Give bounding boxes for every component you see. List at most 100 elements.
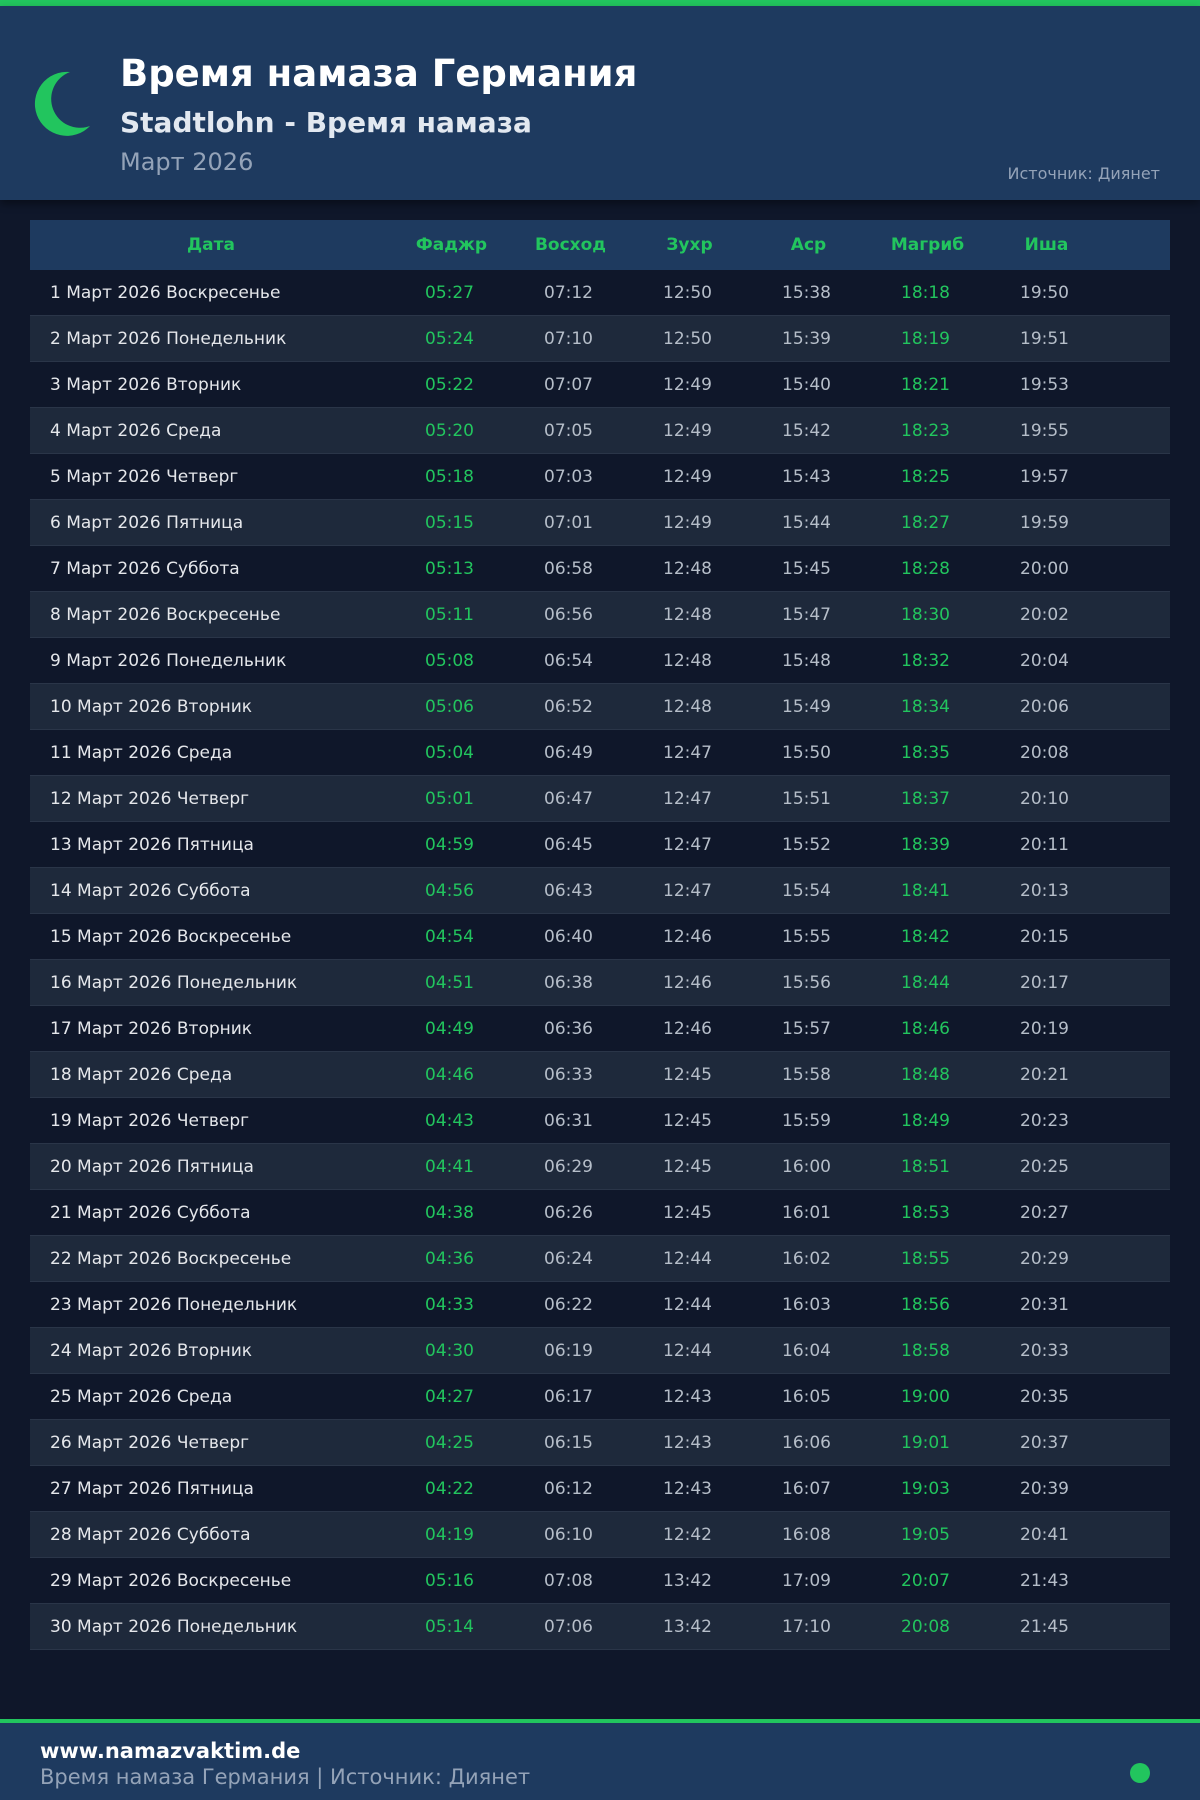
cell-asr: 15:38: [782, 282, 831, 303]
cell-date: 15 Март 2026 Воскресенье: [50, 926, 292, 947]
cell-asr: 15:55: [782, 926, 831, 947]
cell-asr: 15:48: [782, 650, 831, 671]
cell-sunrise: 07:06: [544, 1616, 593, 1637]
cell-date: 19 Март 2026 Четверг: [50, 1110, 250, 1131]
cell-sunrise: 07:01: [544, 512, 593, 533]
table-row: 3 Март 2026 Вторник 05:22 07:07 12:49 15:40 1…: [30, 362, 1170, 408]
cell-date: 20 Март 2026 Пятница: [50, 1156, 254, 1177]
cell-asr: 15:51: [782, 788, 831, 809]
cell-asr: 15:47: [782, 604, 831, 625]
cell-maghrib: 18:46: [901, 1018, 950, 1039]
cell-isha: 20:00: [1020, 558, 1069, 579]
cell-sunrise: 06:38: [544, 972, 593, 993]
crescent-moon-icon: [34, 71, 90, 136]
cell-fajr: 04:38: [425, 1202, 474, 1223]
cell-dhuhr: 12:48: [663, 650, 712, 671]
cell-fajr: 05:16: [425, 1570, 474, 1591]
cell-maghrib: 18:49: [901, 1110, 950, 1131]
cell-dhuhr: 12:47: [663, 788, 712, 809]
cell-isha: 19:51: [1020, 328, 1069, 349]
cell-sunrise: 06:12: [544, 1478, 593, 1499]
cell-maghrib: 19:01: [901, 1432, 950, 1453]
cell-maghrib: 18:37: [901, 788, 950, 809]
table-row: 29 Март 2026 Воскресенье 05:16 07:08 13:42 1…: [30, 1558, 1170, 1604]
cell-asr: 15:42: [782, 420, 831, 441]
cell-maghrib: 18:21: [901, 374, 950, 395]
cell-isha: 20:27: [1020, 1202, 1069, 1223]
cell-maghrib: 18:35: [901, 742, 950, 763]
site-link[interactable]: www.namazvaktim.de: [40, 1739, 301, 1763]
cell-maghrib: 19:03: [901, 1478, 950, 1499]
cell-fajr: 05:14: [425, 1616, 474, 1637]
cell-maghrib: 18:19: [901, 328, 950, 349]
cell-asr: 15:56: [782, 972, 831, 993]
cell-isha: 20:11: [1020, 834, 1069, 855]
cell-isha: 20:02: [1020, 604, 1069, 625]
cell-maghrib: 18:48: [901, 1064, 950, 1085]
cell-fajr: 05:01: [425, 788, 474, 809]
cell-isha: 20:31: [1020, 1294, 1069, 1315]
cell-isha: 20:08: [1020, 742, 1069, 763]
footer-accent-line: [0, 1719, 1200, 1723]
cell-dhuhr: 12:44: [663, 1248, 712, 1269]
table-row: 26 Март 2026 Четверг 04:25 06:15 12:43 16:06…: [30, 1420, 1170, 1466]
cell-dhuhr: 13:42: [663, 1616, 712, 1637]
cell-sunrise: 06:52: [544, 696, 593, 717]
cell-maghrib: 18:53: [901, 1202, 950, 1223]
column-header-dhuhr: Зухр: [666, 235, 713, 255]
cell-sunrise: 06:22: [544, 1294, 593, 1315]
page-header: Время намаза Германия Stadtlohn - Время …: [0, 6, 1200, 200]
table-row: 12 Март 2026 Четверг 05:01 06:47 12:47 15:51…: [30, 776, 1170, 822]
cell-date: 16 Март 2026 Понедельник: [50, 972, 298, 993]
cell-date: 11 Март 2026 Среда: [50, 742, 233, 763]
cell-asr: 15:40: [782, 374, 831, 395]
page-title: Время намаза Германия: [120, 52, 638, 95]
cell-dhuhr: 12:47: [663, 742, 712, 763]
cell-dhuhr: 12:48: [663, 604, 712, 625]
cell-maghrib: 18:41: [901, 880, 950, 901]
cell-fajr: 05:15: [425, 512, 474, 533]
column-header-sunrise: Восход: [534, 235, 607, 255]
cell-date: 21 Март 2026 Суббота: [50, 1202, 251, 1223]
cell-maghrib: 18:51: [901, 1156, 950, 1177]
table-row: 9 Март 2026 Понедельник 05:08 06:54 12:48 15…: [30, 638, 1170, 684]
cell-asr: 17:10: [782, 1616, 831, 1637]
cell-date: 9 Март 2026 Понедельник: [50, 650, 287, 671]
cell-dhuhr: 12:49: [663, 374, 712, 395]
cell-date: 1 Март 2026 Воскресенье: [50, 282, 281, 303]
cell-fajr: 05:18: [425, 466, 474, 487]
cell-sunrise: 06:58: [544, 558, 593, 579]
cell-fajr: 05:11: [425, 604, 474, 625]
cell-asr: 15:39: [782, 328, 831, 349]
column-header-maghrib: Магриб: [890, 235, 965, 255]
table-row: 30 Март 2026 Понедельник 05:14 07:06 13:42 1…: [30, 1604, 1170, 1650]
cell-maghrib: 18:30: [901, 604, 950, 625]
cell-isha: 20:04: [1020, 650, 1069, 671]
table-body: 1 Март 2026 Воскресенье 05:27 07:12 12:50 15…: [30, 270, 1170, 1650]
table-row: 23 Март 2026 Понедельник 04:33 06:22 12:44 1…: [30, 1282, 1170, 1328]
cell-date: 3 Март 2026 Вторник: [50, 374, 242, 395]
cell-asr: 16:01: [782, 1202, 831, 1223]
cell-isha: 21:45: [1020, 1616, 1069, 1637]
cell-isha: 21:43: [1020, 1570, 1069, 1591]
cell-dhuhr: 12:46: [663, 972, 712, 993]
cell-dhuhr: 12:48: [663, 558, 712, 579]
cell-sunrise: 06:56: [544, 604, 593, 625]
cell-asr: 16:08: [782, 1524, 831, 1545]
month-label: Март 2026: [120, 148, 254, 176]
cell-dhuhr: 12:48: [663, 696, 712, 717]
cell-asr: 16:07: [782, 1478, 831, 1499]
cell-date: 24 Март 2026 Вторник: [50, 1340, 253, 1361]
cell-dhuhr: 12:43: [663, 1386, 712, 1407]
table-row: 7 Март 2026 Суббота 05:13 06:58 12:48 15:45 1…: [30, 546, 1170, 592]
cell-dhuhr: 13:42: [663, 1570, 712, 1591]
cell-date: 7 Март 2026 Суббота: [50, 558, 240, 579]
cell-maghrib: 18:23: [901, 420, 950, 441]
cell-maghrib: 18:34: [901, 696, 950, 717]
cell-asr: 15:59: [782, 1110, 831, 1131]
table-header: Дата Фаджр Восход Зухр Аср Магриб Иша: [30, 220, 1170, 270]
table-row: 27 Март 2026 Пятница 04:22 06:12 12:43 16:07…: [30, 1466, 1170, 1512]
cell-dhuhr: 12:49: [663, 466, 712, 487]
cell-sunrise: 06:17: [544, 1386, 593, 1407]
cell-asr: 16:03: [782, 1294, 831, 1315]
